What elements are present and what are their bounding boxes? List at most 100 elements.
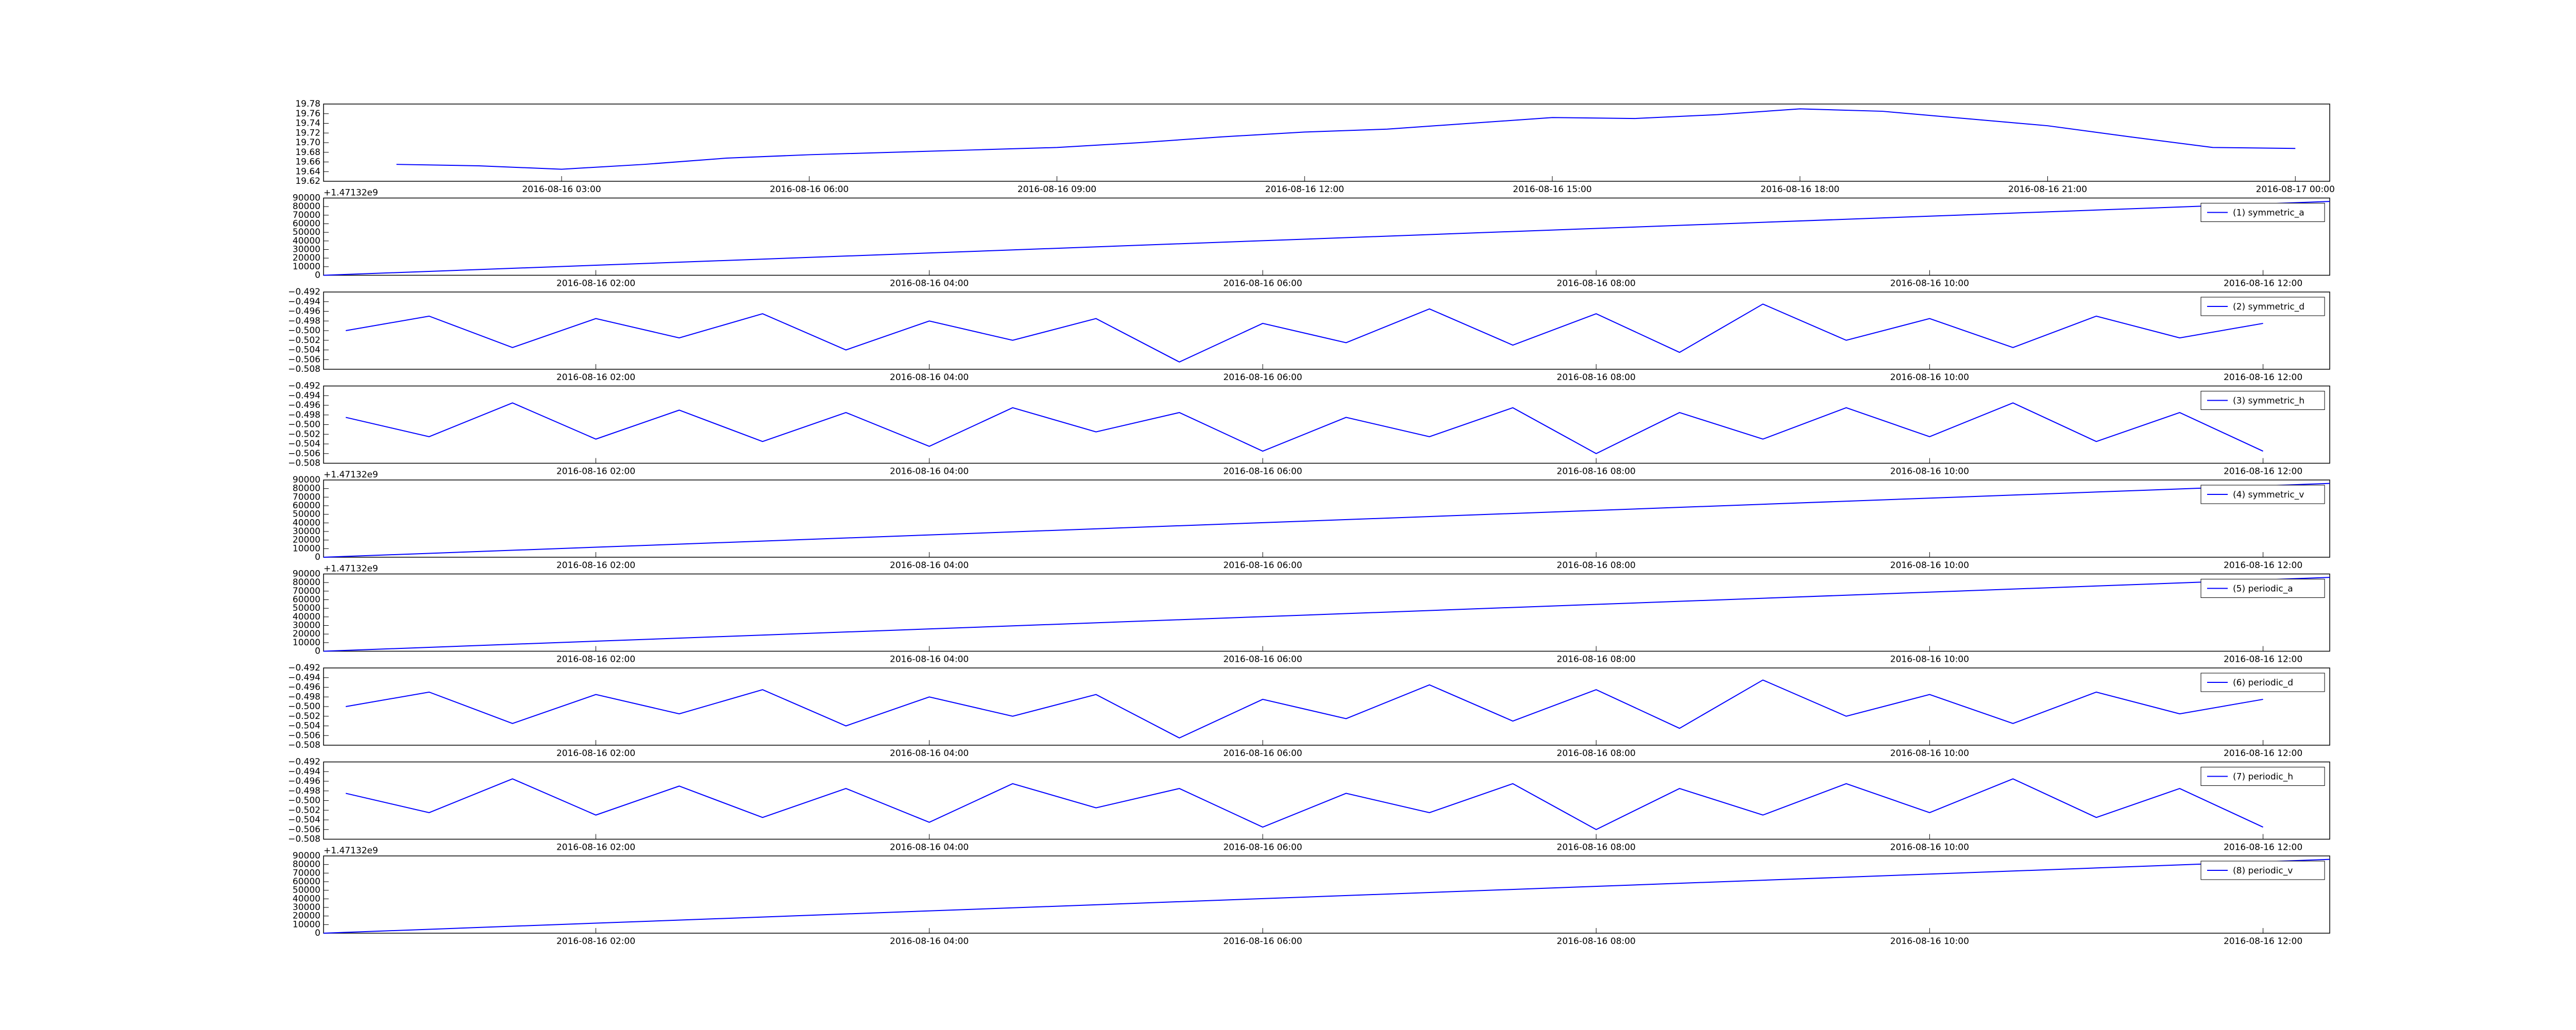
y-tick-label: 20000 bbox=[293, 253, 320, 263]
x-tick-label: 2016-08-16 08:00 bbox=[1557, 936, 1636, 947]
x-tick-label: 2016-08-16 04:00 bbox=[890, 655, 969, 665]
y-tick-label: −0.502 bbox=[288, 711, 320, 722]
y-tick-label: 80000 bbox=[293, 201, 320, 212]
y-tick-label: 19.70 bbox=[295, 138, 320, 148]
x-tick-label: 2016-08-16 04:00 bbox=[890, 467, 969, 477]
x-tick-label: 2016-08-16 06:00 bbox=[1223, 843, 1302, 853]
y-tick-label: 20000 bbox=[293, 629, 320, 639]
x-tick-label: 2016-08-16 04:00 bbox=[890, 279, 969, 289]
y-tick-label: 50000 bbox=[293, 509, 320, 520]
offset-text: +1.47132e9 bbox=[324, 470, 378, 480]
y-tick-label: 60000 bbox=[293, 501, 320, 511]
y-tick-label: −0.498 bbox=[288, 410, 320, 420]
series-line bbox=[323, 483, 2330, 558]
x-tick-label: 2016-08-16 02:00 bbox=[556, 560, 635, 571]
plot-frame bbox=[323, 291, 2330, 370]
y-tick-label: 30000 bbox=[293, 621, 320, 631]
x-tick-label: 2016-08-16 10:00 bbox=[1890, 560, 1969, 571]
y-tick-label: −0.492 bbox=[288, 381, 320, 391]
y-tick-label: −0.506 bbox=[288, 825, 320, 835]
y-tick-label: 50000 bbox=[293, 885, 320, 896]
y-tick-label: −0.498 bbox=[288, 692, 320, 702]
y-tick-label: 30000 bbox=[293, 245, 320, 255]
y-tick-label: −0.492 bbox=[288, 757, 320, 767]
legend-label: (4) symmetric_v bbox=[2233, 490, 2304, 500]
y-tick-label: 60000 bbox=[293, 595, 320, 605]
legend-label: (7) periodic_h bbox=[2233, 772, 2293, 782]
y-tick-label: −0.496 bbox=[288, 682, 320, 693]
series-line bbox=[323, 859, 2330, 934]
y-tick-label: −0.496 bbox=[288, 400, 320, 410]
x-tick-label: 2016-08-16 09:00 bbox=[1018, 184, 1096, 195]
legend-label: (5) periodic_a bbox=[2233, 584, 2293, 594]
x-tick-label: 2016-08-16 02:00 bbox=[556, 279, 635, 289]
plot-frame bbox=[323, 855, 2330, 934]
x-tick-label: 2016-08-16 12:00 bbox=[2224, 655, 2302, 665]
y-tick-label: −0.492 bbox=[288, 663, 320, 673]
x-tick-label: 2016-08-16 12:00 bbox=[2224, 936, 2302, 947]
y-tick-label: 90000 bbox=[293, 475, 320, 485]
x-tick-label: 2016-08-16 04:00 bbox=[890, 560, 969, 571]
y-tick-label: 70000 bbox=[293, 868, 320, 878]
offset-text: +1.47132e9 bbox=[324, 188, 378, 198]
x-tick-label: 2016-08-16 10:00 bbox=[1890, 372, 1969, 383]
plot-frame bbox=[323, 104, 2330, 182]
y-tick-label: −0.498 bbox=[288, 786, 320, 796]
y-tick-label: 10000 bbox=[293, 919, 320, 930]
y-tick-label: 10000 bbox=[293, 638, 320, 648]
y-tick-label: −0.494 bbox=[288, 297, 320, 307]
x-tick-label: 2016-08-16 06:00 bbox=[1223, 655, 1302, 665]
plot-frame bbox=[323, 385, 2330, 464]
x-tick-label: 2016-08-16 08:00 bbox=[1557, 560, 1636, 571]
x-tick-label: 2016-08-16 04:00 bbox=[890, 748, 969, 759]
legend-label: (3) symmetric_h bbox=[2233, 396, 2304, 406]
series-line bbox=[345, 778, 2263, 830]
x-tick-label: 2016-08-16 10:00 bbox=[1890, 467, 1969, 477]
x-tick-label: 2016-08-16 12:00 bbox=[2224, 279, 2302, 289]
x-tick-label: 2016-08-16 10:00 bbox=[1890, 279, 1969, 289]
y-tick-label: 40000 bbox=[293, 236, 320, 246]
y-tick-label: −0.504 bbox=[288, 345, 320, 355]
x-tick-label: 2016-08-16 08:00 bbox=[1557, 467, 1636, 477]
y-tick-label: −0.500 bbox=[288, 796, 320, 806]
y-tick-label: −0.506 bbox=[288, 449, 320, 459]
x-tick-label: 2016-08-16 06:00 bbox=[1223, 936, 1302, 947]
legend-label: (6) periodic_d bbox=[2233, 678, 2293, 688]
x-tick-label: 2016-08-16 06:00 bbox=[1223, 279, 1302, 289]
plot-frame bbox=[323, 197, 2330, 276]
plot-frame bbox=[323, 667, 2330, 746]
y-tick-label: −0.496 bbox=[288, 306, 320, 317]
y-tick-label: 30000 bbox=[293, 526, 320, 537]
x-tick-label: 2016-08-16 18:00 bbox=[1760, 184, 1839, 195]
y-tick-label: 40000 bbox=[293, 894, 320, 904]
y-tick-label: 20000 bbox=[293, 535, 320, 545]
y-tick-label: 0 bbox=[315, 552, 320, 562]
x-tick-label: 2016-08-16 08:00 bbox=[1557, 748, 1636, 759]
y-tick-label: 60000 bbox=[293, 219, 320, 229]
y-tick-label: 90000 bbox=[293, 193, 320, 203]
y-tick-label: −0.508 bbox=[288, 458, 320, 469]
y-tick-label: 19.76 bbox=[295, 109, 320, 119]
y-tick-label: 40000 bbox=[293, 612, 320, 622]
y-tick-label: 19.74 bbox=[295, 118, 320, 129]
x-tick-label: 2016-08-16 03:00 bbox=[522, 184, 601, 195]
x-tick-label: 2016-08-16 12:00 bbox=[1265, 184, 1344, 195]
y-tick-label: −0.502 bbox=[288, 805, 320, 815]
y-tick-label: −0.502 bbox=[288, 335, 320, 346]
offset-text: +1.47132e9 bbox=[324, 564, 378, 574]
offset-text: +1.47132e9 bbox=[324, 846, 378, 856]
y-tick-label: 19.72 bbox=[295, 128, 320, 138]
plot-frame bbox=[323, 761, 2330, 840]
y-tick-label: 10000 bbox=[293, 543, 320, 554]
y-tick-label: −0.492 bbox=[288, 287, 320, 297]
y-tick-label: −0.504 bbox=[288, 815, 320, 825]
y-tick-label: −0.508 bbox=[288, 834, 320, 845]
y-tick-label: −0.506 bbox=[288, 730, 320, 741]
x-tick-label: 2016-08-16 12:00 bbox=[2224, 843, 2302, 853]
y-tick-label: 50000 bbox=[293, 603, 320, 613]
y-tick-label: 70000 bbox=[293, 492, 320, 502]
y-tick-label: −0.508 bbox=[288, 740, 320, 750]
x-tick-label: 2016-08-16 12:00 bbox=[2224, 467, 2302, 477]
legend-box bbox=[2200, 861, 2325, 880]
